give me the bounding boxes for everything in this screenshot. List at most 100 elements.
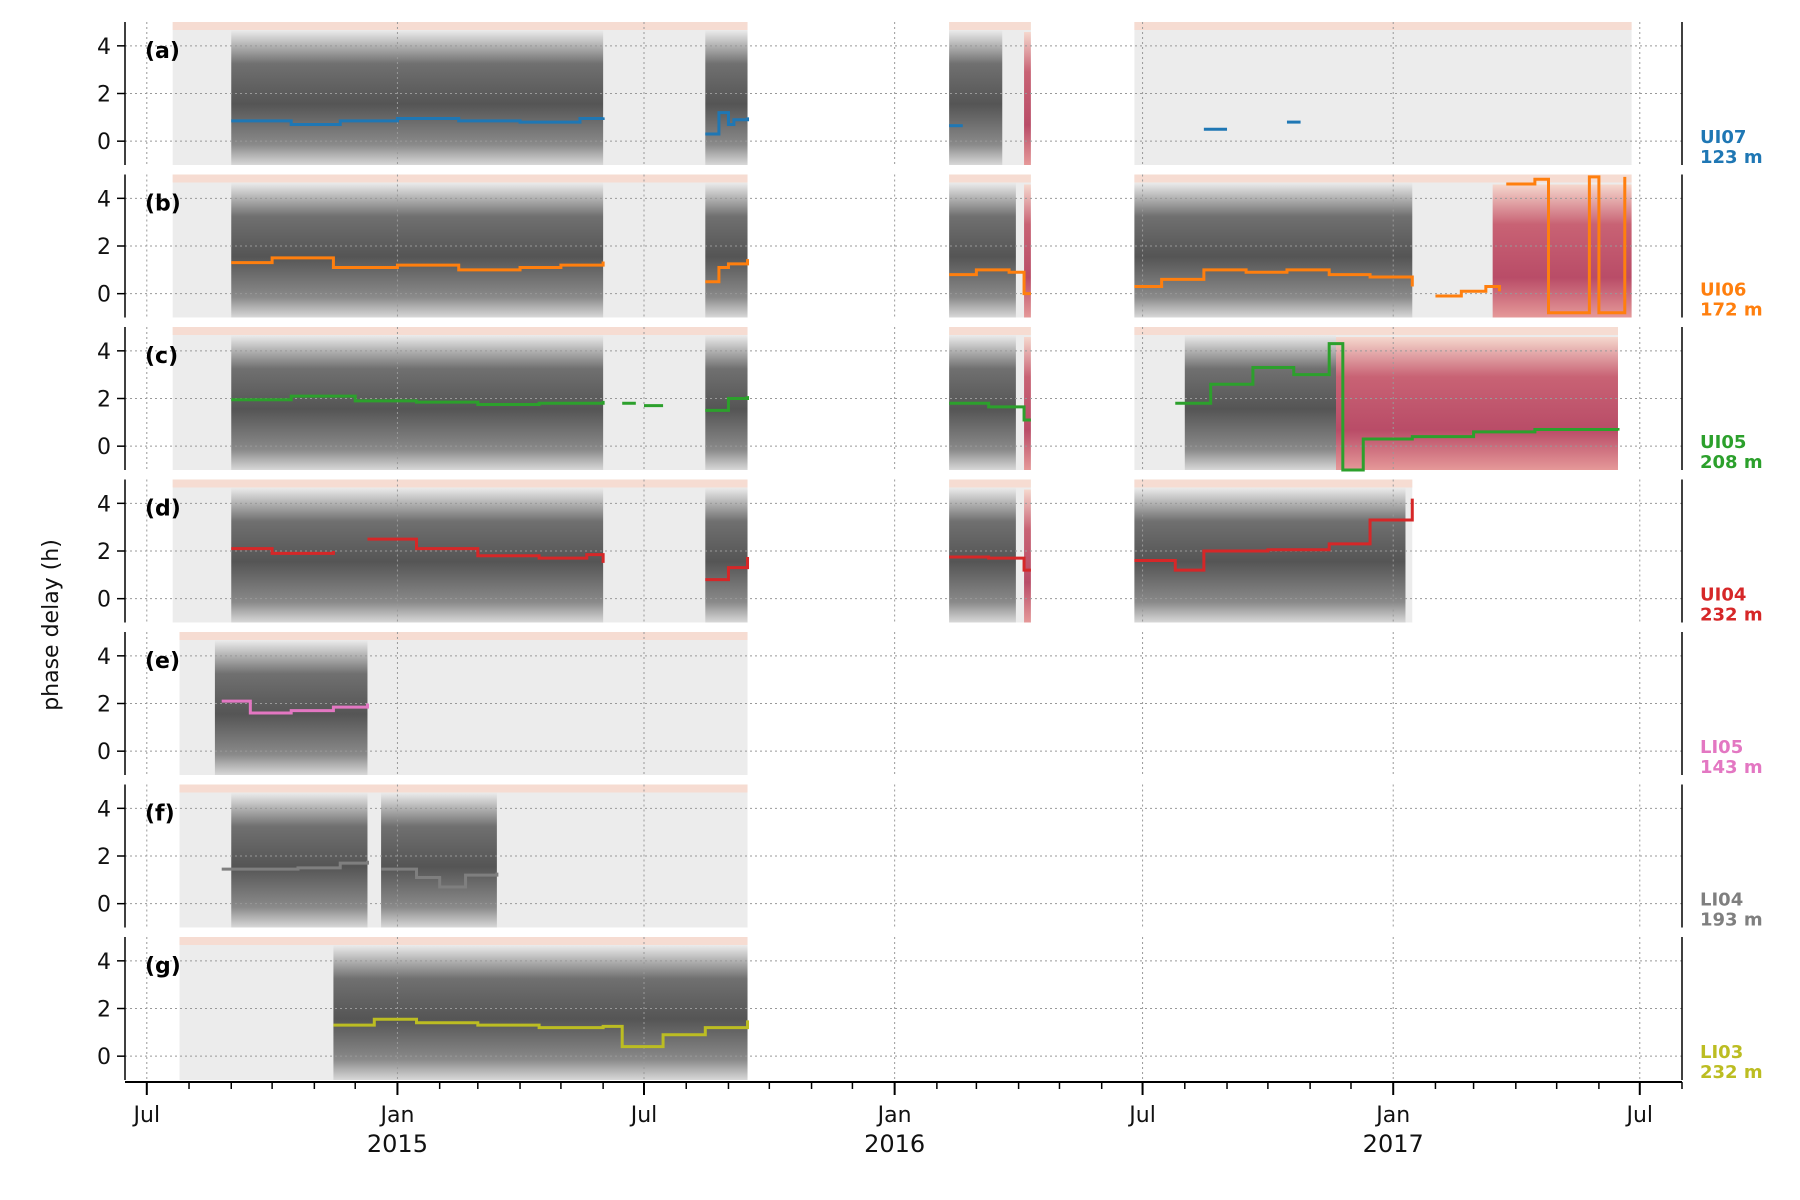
y-tick-label: 2 <box>97 540 111 565</box>
x-tick-label: Jan <box>1374 1103 1410 1128</box>
heatmap-top-tint <box>1134 479 1413 488</box>
phase-delay-series <box>221 860 369 871</box>
heatmap-dark-band <box>705 335 748 470</box>
phase-delay-series <box>333 1017 750 1049</box>
heatmap-red-band <box>1024 337 1031 470</box>
heatmap-top-tint <box>172 174 748 183</box>
heatmap-top-tint <box>172 327 748 335</box>
heatmap-dark-band <box>231 487 604 623</box>
station-name: LI03 <box>1700 1042 1743 1063</box>
phase-delay-series <box>705 396 750 412</box>
x-tick-label: Jul <box>1127 1103 1156 1128</box>
phase-delay-series <box>1175 342 1620 472</box>
y-tick-label: 0 <box>97 130 111 155</box>
heatmap-red-band <box>1492 184 1632 318</box>
phase-delay-series <box>1435 285 1501 298</box>
phase-delay-series <box>705 111 750 136</box>
heatmap-red-band <box>1024 32 1031 165</box>
heatmap-top-tint <box>179 937 748 945</box>
phase-delay-series <box>367 537 605 563</box>
heatmap-dark-band <box>705 30 748 165</box>
panel-letter: (b) <box>145 192 181 217</box>
x-tick-label: Jul <box>1624 1103 1653 1128</box>
y-tick-label: 2 <box>97 388 111 413</box>
y-tick-label: 4 <box>97 187 111 212</box>
y-tick-label: 0 <box>97 893 111 918</box>
y-tick-label: 0 <box>97 283 111 308</box>
panel-letter: (e) <box>145 649 180 674</box>
y-tick-label: 4 <box>97 340 111 365</box>
phase-delay-series <box>231 256 605 272</box>
y-tick-label: 2 <box>97 693 111 718</box>
phase-delay-series <box>231 547 335 555</box>
phase-delay-series <box>705 556 750 582</box>
phase-delay-series <box>381 867 499 889</box>
station-depth: 232 m <box>1700 605 1763 626</box>
x-year-label: 2016 <box>864 1130 925 1158</box>
heatmap-dark-band <box>705 487 748 623</box>
station-depth: 123 m <box>1700 147 1763 168</box>
station-name: UI04 <box>1700 585 1746 606</box>
heatmap-dark-band <box>1134 487 1406 623</box>
phase-delay-series <box>949 555 1031 572</box>
x-year-label: 2015 <box>367 1130 428 1158</box>
heatmap-top-tint <box>179 632 748 640</box>
y-tick-label: 2 <box>97 235 111 260</box>
phase-delay-series <box>231 394 605 406</box>
y-tick-label: 0 <box>97 435 111 460</box>
y-tick-label: 2 <box>97 845 111 870</box>
heatmap-dark-band <box>231 30 604 165</box>
panel-letter: (f) <box>145 802 175 827</box>
x-year-label: 2017 <box>1363 1130 1424 1158</box>
station-depth: 208 m <box>1700 452 1763 473</box>
panel-letter: (d) <box>145 497 181 522</box>
heatmap-dark-band <box>231 182 604 318</box>
x-tick-label: Jul <box>132 1103 161 1128</box>
y-tick-label: 2 <box>97 83 111 108</box>
y-tick-label: 2 <box>97 998 111 1023</box>
heatmap-top-tint <box>1134 174 1632 183</box>
heatmap-top-tint <box>949 22 1031 30</box>
heatmap-red-band <box>1024 184 1031 318</box>
heatmap-dark-band <box>949 487 1016 623</box>
y-tick-label: 4 <box>97 797 111 822</box>
heatmap-top-tint <box>172 22 748 30</box>
y-tick-label: 0 <box>97 588 111 613</box>
panel-letter: (c) <box>145 344 178 369</box>
y-tick-label: 4 <box>97 645 111 670</box>
heatmap-dark-band <box>381 792 497 928</box>
y-axis-label: phase delay (h) <box>39 539 64 711</box>
phase-delay-series <box>949 268 1031 296</box>
panel-letter: (g) <box>145 954 181 979</box>
heatmap-dark-band <box>949 182 1016 318</box>
heatmap-background <box>1134 22 1632 165</box>
heatmap-top-tint <box>1134 327 1618 335</box>
x-tick-label: Jan <box>876 1103 912 1128</box>
heatmap-top-tint <box>1134 22 1632 30</box>
phase-delay-series <box>1134 268 1414 289</box>
y-tick-label: 4 <box>97 950 111 975</box>
heatmap-red-band <box>1024 489 1031 623</box>
panel-letter: (a) <box>145 39 180 64</box>
heatmap-top-tint <box>949 327 1031 335</box>
station-name: UI07 <box>1700 127 1746 148</box>
phase-delay-series <box>1134 498 1414 572</box>
heatmap-top-tint <box>949 174 1031 183</box>
station-depth: 143 m <box>1700 757 1763 778</box>
heatmap-dark-band <box>231 792 368 928</box>
heatmap-dark-band <box>333 945 748 1080</box>
heatmap-top-tint <box>179 784 748 793</box>
station-name: UI06 <box>1700 280 1746 301</box>
y-tick-label: 4 <box>97 35 111 60</box>
station-depth: 172 m <box>1700 300 1763 321</box>
heatmap-red-band <box>1336 337 1618 470</box>
y-tick-label: 0 <box>97 740 111 765</box>
